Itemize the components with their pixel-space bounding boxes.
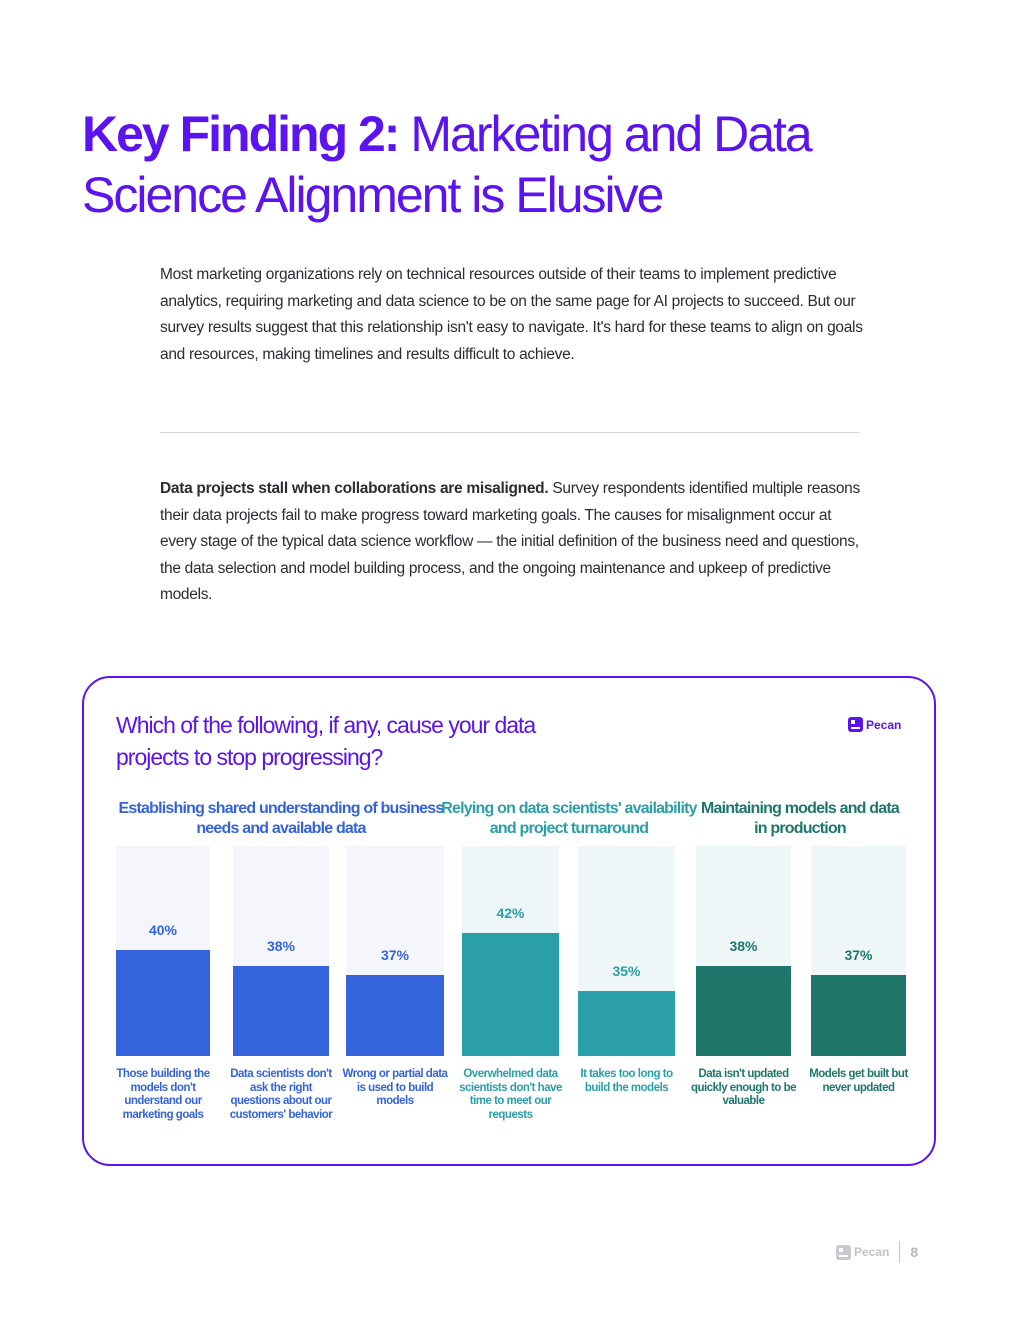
bar xyxy=(346,974,444,1056)
data-label: 40% xyxy=(148,921,178,938)
bar xyxy=(116,949,210,1056)
page-title: Key Finding 2: Marketing and Data Scienc… xyxy=(82,104,962,226)
footer-divider xyxy=(899,1241,901,1263)
data-label: 37% xyxy=(380,946,410,963)
bar-background: 38% xyxy=(696,846,791,1056)
title-rest: Marketing and Data Science Alignment is … xyxy=(82,106,813,223)
footer-brand: Pecan xyxy=(854,1245,890,1259)
category-label: Overwhelmed data scientists don't have t… xyxy=(459,1068,562,1121)
page-footer: Pecan 8 xyxy=(836,1241,918,1263)
body-rest: Survey respondents identified multiple r… xyxy=(160,480,860,604)
group-label: Establishing shared understanding of bus… xyxy=(118,800,445,837)
bar-background: 38% xyxy=(233,846,329,1056)
title-bold: Key Finding 2: xyxy=(82,106,400,162)
data-label: 42% xyxy=(496,905,525,922)
pecan-logo-icon xyxy=(848,717,863,732)
data-label: 38% xyxy=(729,938,758,955)
bar xyxy=(696,966,791,1056)
category-label: Wrong or partial data is used to build m… xyxy=(342,1068,448,1107)
bar-background: 37% xyxy=(811,846,906,1056)
category-label: Models get built but never updated xyxy=(809,1068,908,1094)
data-label: 37% xyxy=(844,946,873,963)
brand-name: Pecan xyxy=(866,717,902,732)
bar xyxy=(811,974,906,1056)
group-label: Maintaining models and data in productio… xyxy=(701,800,900,837)
page-number: 8 xyxy=(910,1244,919,1260)
bar-background: 37% xyxy=(346,846,444,1056)
category-label: It takes too long to build the models xyxy=(580,1068,673,1094)
chart-card xyxy=(82,676,936,1166)
bar-background: 42% xyxy=(462,846,559,1056)
divider xyxy=(160,432,860,433)
body-bold: Data projects stall when collaborations … xyxy=(160,480,549,497)
data-label: 38% xyxy=(266,938,296,955)
pecan-logo-icon xyxy=(836,1244,851,1260)
category-label: Data isn't updated quickly enough to be … xyxy=(690,1068,797,1107)
bar-background: 35% xyxy=(578,846,675,1056)
bar xyxy=(462,933,559,1056)
intro-paragraph: Most marketing organizations rely on tec… xyxy=(160,266,863,363)
footer-logo: Pecan xyxy=(836,1244,890,1260)
bar xyxy=(233,966,329,1056)
body-paragraph: Data projects stall when collaborations … xyxy=(160,476,865,609)
bar xyxy=(578,991,675,1056)
category-label: Those building the models don't understa… xyxy=(116,1068,210,1121)
bar-background: 40% xyxy=(116,846,210,1056)
group-label: Relying on data scientists' availability… xyxy=(441,800,697,837)
brand-logo: Pecan xyxy=(848,717,901,732)
data-label: 35% xyxy=(612,963,641,980)
category-label: Data scientists don't ask the right ques… xyxy=(229,1068,333,1121)
chart-title: Which of the following, if any, cause yo… xyxy=(116,712,536,770)
